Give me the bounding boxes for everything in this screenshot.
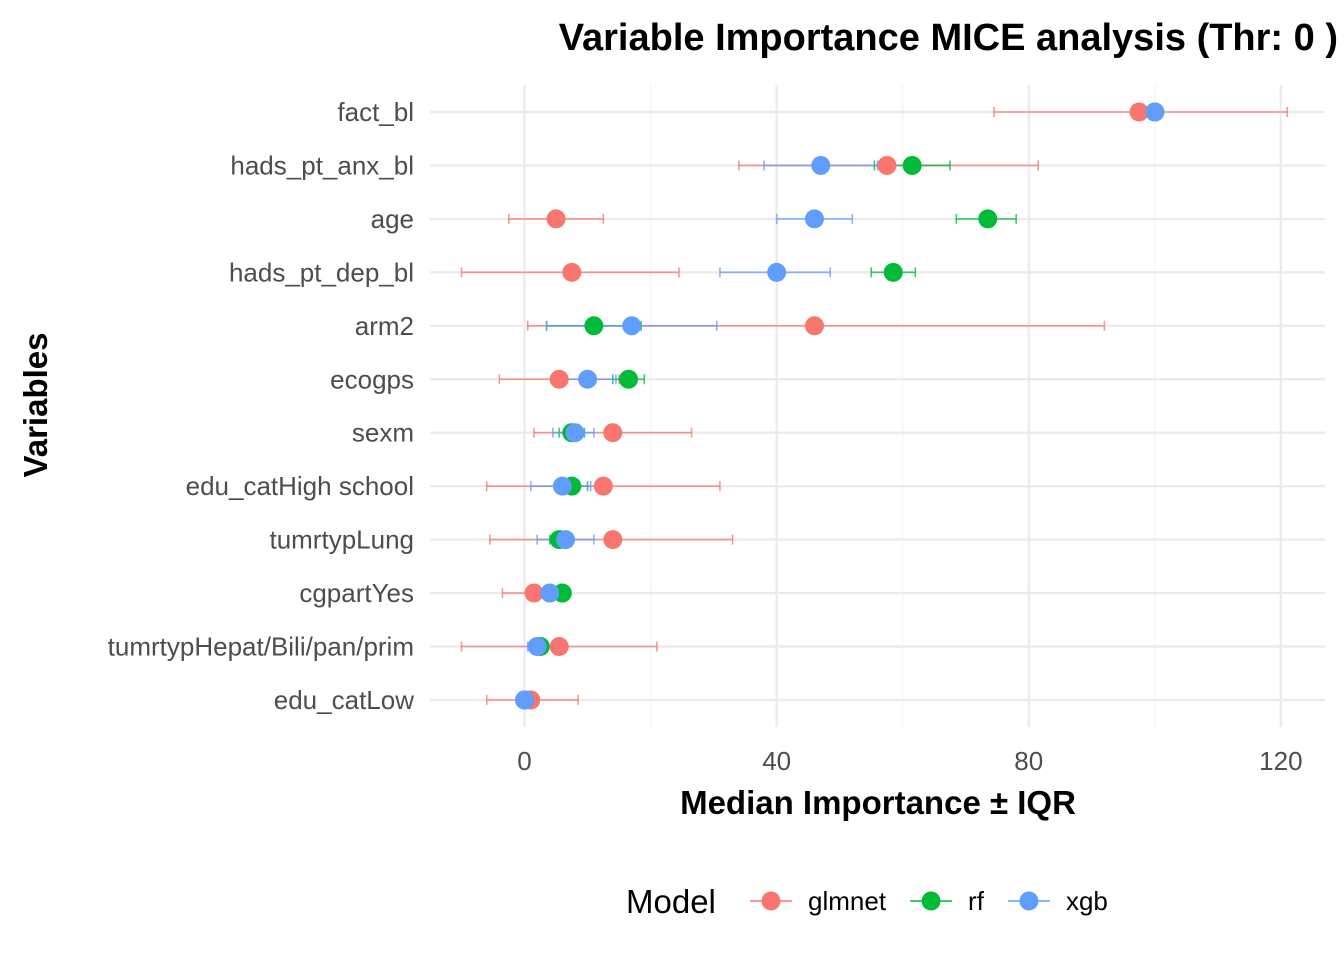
legend-key-point — [1019, 891, 1039, 911]
y-tick-label: age — [371, 204, 414, 234]
y-tick-label: tumrtypHepat/Bili/pan/prim — [108, 632, 414, 662]
data-point — [603, 423, 623, 443]
x-tick-label: 120 — [1259, 746, 1302, 776]
y-tick-label: hads_pt_dep_bl — [229, 257, 414, 287]
legend-key-point — [921, 891, 941, 911]
y-tick-label: edu_catHigh school — [186, 471, 414, 501]
data-point — [804, 209, 824, 229]
data-point — [527, 637, 547, 656]
series-glmnet — [460, 107, 1288, 705]
data-point — [1129, 102, 1149, 122]
data-point — [546, 209, 566, 229]
y-tick-label: arm2 — [355, 311, 414, 341]
data-point — [578, 369, 598, 389]
data-point — [552, 476, 572, 496]
data-point — [622, 316, 642, 336]
data-point — [804, 316, 824, 336]
legend-title: Model — [626, 883, 716, 920]
data-point — [619, 369, 639, 389]
y-tick-label: fact_bl — [337, 97, 414, 127]
data-point — [978, 209, 998, 229]
legend-item-xgb: xgb — [1007, 886, 1108, 916]
data-point — [883, 262, 903, 282]
data-point — [1145, 102, 1165, 122]
x-axis-tick-labels: 0 40 80 120 — [517, 746, 1302, 776]
data-point — [584, 316, 604, 336]
y-tick-label: cgpartYes — [299, 578, 414, 608]
y-tick-label: tumrtypLung — [269, 525, 414, 555]
x-tick-label: 80 — [1014, 746, 1043, 776]
legend: Model glmnet rf xgb — [626, 883, 1108, 920]
data-point — [515, 690, 535, 710]
legend-label: glmnet — [808, 886, 887, 916]
legend-item-glmnet: glmnet — [750, 886, 887, 916]
data-point — [593, 476, 613, 496]
grid — [430, 85, 1325, 727]
data-point — [540, 583, 560, 603]
series-points-glmnet — [521, 102, 1149, 710]
data-point — [603, 530, 623, 550]
legend-key-point — [761, 891, 781, 911]
legend-label: rf — [968, 886, 985, 916]
series-rf — [523, 107, 1162, 705]
x-tick-label: 40 — [762, 746, 791, 776]
data-point — [562, 262, 582, 282]
y-tick-label: sexm — [352, 418, 414, 448]
x-axis-title: Median Importance ± IQR — [680, 784, 1076, 821]
x-tick-label: 0 — [517, 746, 531, 776]
legend-label: xgb — [1066, 886, 1108, 916]
data-point — [549, 637, 569, 656]
y-tick-label: hads_pt_anx_bl — [230, 150, 414, 180]
legend-item-rf: rf — [910, 886, 985, 916]
series-points-xgb — [515, 102, 1165, 710]
data-point — [902, 155, 922, 175]
series-layer — [460, 102, 1288, 710]
y-tick-label: edu_catLow — [274, 685, 414, 715]
data-point — [877, 155, 897, 175]
series-points-rf — [515, 102, 1165, 710]
y-axis-title: Variables — [17, 333, 54, 478]
data-point — [556, 530, 576, 550]
data-point — [811, 155, 831, 175]
y-tick-label: ecogps — [330, 364, 414, 394]
data-point — [565, 423, 585, 443]
chart-title: Variable Importance MICE analysis (Thr: … — [559, 17, 1338, 59]
data-point — [524, 583, 544, 603]
data-point — [767, 262, 787, 282]
series-xgb — [520, 107, 1159, 705]
data-point — [549, 369, 569, 389]
